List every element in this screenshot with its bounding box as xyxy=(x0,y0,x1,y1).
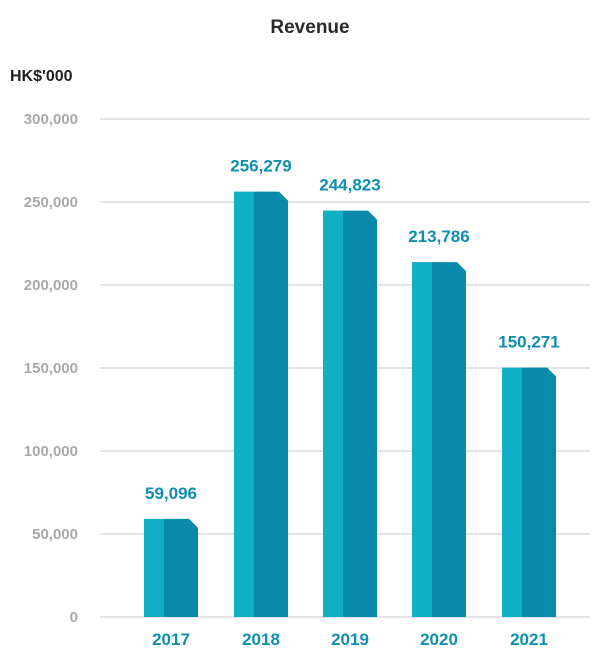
bar xyxy=(323,210,377,618)
bar-face-light xyxy=(323,210,343,618)
x-axis-ticks: 2017 2018 2019 2020 2021 xyxy=(152,630,548,649)
data-label: 213,786 xyxy=(408,227,469,246)
bar-face-light xyxy=(144,518,164,617)
x-tick-label: 2017 xyxy=(152,630,190,649)
y-axis-ticks: 0 50,000 100,000 150,000 200,000 250,000 300,0… xyxy=(24,111,78,626)
bar-face-dark xyxy=(522,367,556,617)
bar xyxy=(502,367,556,617)
y-tick-label: 150,000 xyxy=(24,360,78,377)
bar-face-dark xyxy=(343,210,377,618)
x-tick-label: 2018 xyxy=(242,630,280,649)
bar-face-light xyxy=(234,191,254,618)
x-tick-label: 2019 xyxy=(331,630,369,649)
bars xyxy=(144,191,556,618)
x-tick-label: 2021 xyxy=(510,630,548,649)
y-tick-label: 50,000 xyxy=(32,526,78,543)
y-tick-label: 250,000 xyxy=(24,194,78,211)
bar-face-light xyxy=(502,367,522,617)
y-tick-label: 0 xyxy=(70,609,78,626)
bar xyxy=(144,518,198,617)
y-tick-label: 300,000 xyxy=(24,111,78,128)
x-tick-label: 2020 xyxy=(420,630,458,649)
data-labels: 59,096 256,279 244,823 213,786 150,271 xyxy=(145,157,560,503)
bar-face-dark xyxy=(254,191,288,618)
bar-face-light xyxy=(412,262,432,617)
y-tick-label: 200,000 xyxy=(24,277,78,294)
bar-face-dark xyxy=(164,518,198,617)
chart-title: Revenue xyxy=(270,17,349,38)
data-label: 59,096 xyxy=(145,484,197,503)
bar-face-dark xyxy=(432,262,466,617)
data-label: 150,271 xyxy=(498,333,559,352)
data-label: 244,823 xyxy=(319,176,380,195)
y-axis-unit-label: HK$'000 xyxy=(10,68,73,85)
bar xyxy=(412,262,466,617)
data-label: 256,279 xyxy=(230,157,291,176)
y-tick-label: 100,000 xyxy=(24,443,78,460)
bar xyxy=(234,191,288,618)
